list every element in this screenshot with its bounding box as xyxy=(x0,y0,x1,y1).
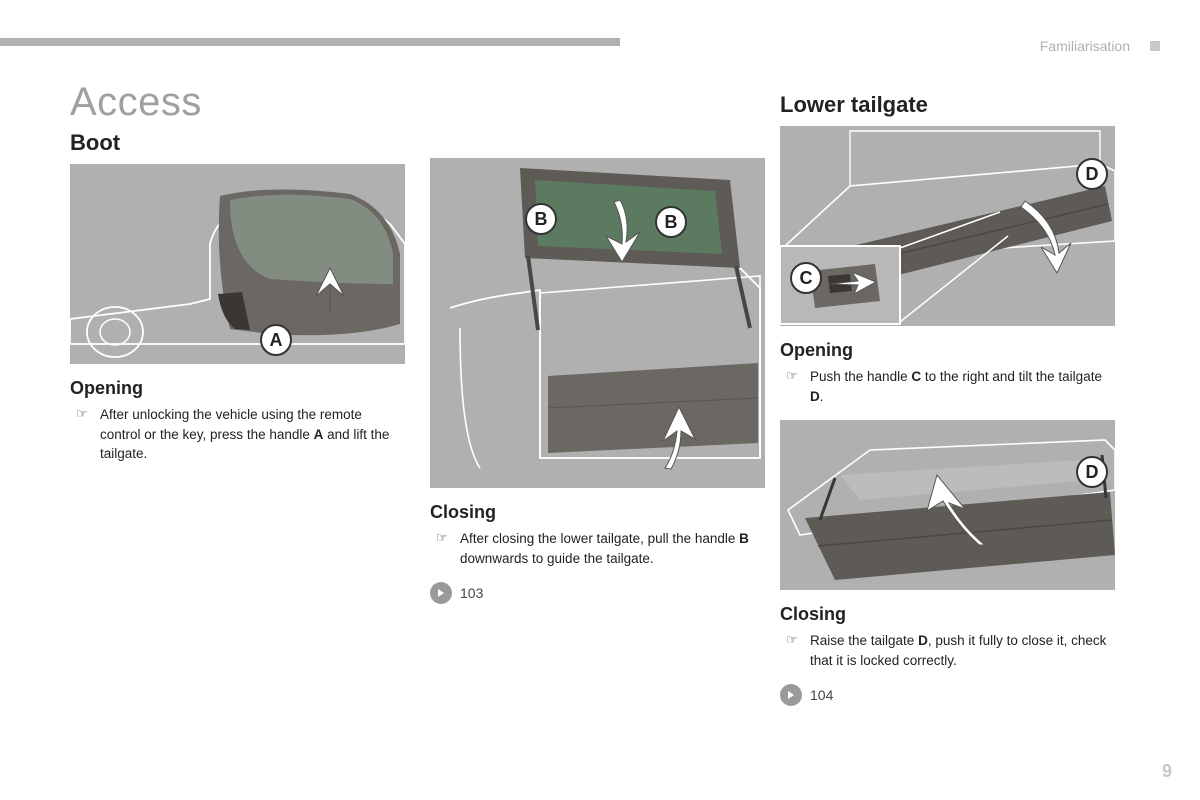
instruction-lower-closing: Raise the tailgate D, push it fully to c… xyxy=(780,631,1115,670)
callout-marker-a: A xyxy=(260,324,292,356)
section-title-boot: Boot xyxy=(70,130,405,156)
illustration-lower-tailgate-opening: CD xyxy=(780,126,1115,326)
top-bar xyxy=(0,38,620,46)
column-lower-tailgate: Lower tailgate CD Openi xyxy=(780,92,1115,706)
column-boot-closing: BB Closing After closing the lower tailg… xyxy=(430,158,765,604)
illustration-boot-closing: BB xyxy=(430,158,765,488)
subhead-closing-1: Closing xyxy=(430,502,765,523)
page-ref-104: 104 xyxy=(780,684,1115,706)
footer-page-number: 9 xyxy=(1162,761,1172,782)
column-boot: Boot A Opening After unlocking the vehic… xyxy=(70,130,405,478)
page-ref-icon xyxy=(430,582,452,604)
header-section-label: Familiarisation xyxy=(1040,38,1160,54)
callout-marker-b: B xyxy=(525,203,557,235)
instruction-boot-opening: After unlocking the vehicle using the re… xyxy=(70,405,405,464)
instruction-lower-opening: Push the handle C to the right and tilt … xyxy=(780,367,1115,406)
subhead-opening-1: Opening xyxy=(70,378,405,399)
instruction-boot-closing: After closing the lower tailgate, pull t… xyxy=(430,529,765,568)
callout-marker-d: D xyxy=(1076,158,1108,190)
callout-marker-c: C xyxy=(790,262,822,294)
illustration-boot-opening: A xyxy=(70,164,405,364)
header-marker xyxy=(1150,41,1160,51)
illustration-lower-tailgate-closing: D xyxy=(780,420,1115,590)
callout-marker-b: B xyxy=(655,206,687,238)
page-ref-icon xyxy=(780,684,802,706)
subhead-opening-2: Opening xyxy=(780,340,1115,361)
subhead-closing-2: Closing xyxy=(780,604,1115,625)
page-title: Access xyxy=(70,80,202,125)
page-ref-103: 103 xyxy=(430,582,765,604)
section-title-lower-tailgate: Lower tailgate xyxy=(780,92,1115,118)
page-ref-number: 104 xyxy=(810,687,833,703)
section-label-text: Familiarisation xyxy=(1040,38,1130,54)
callout-marker-d: D xyxy=(1076,456,1108,488)
page-ref-number: 103 xyxy=(460,585,483,601)
